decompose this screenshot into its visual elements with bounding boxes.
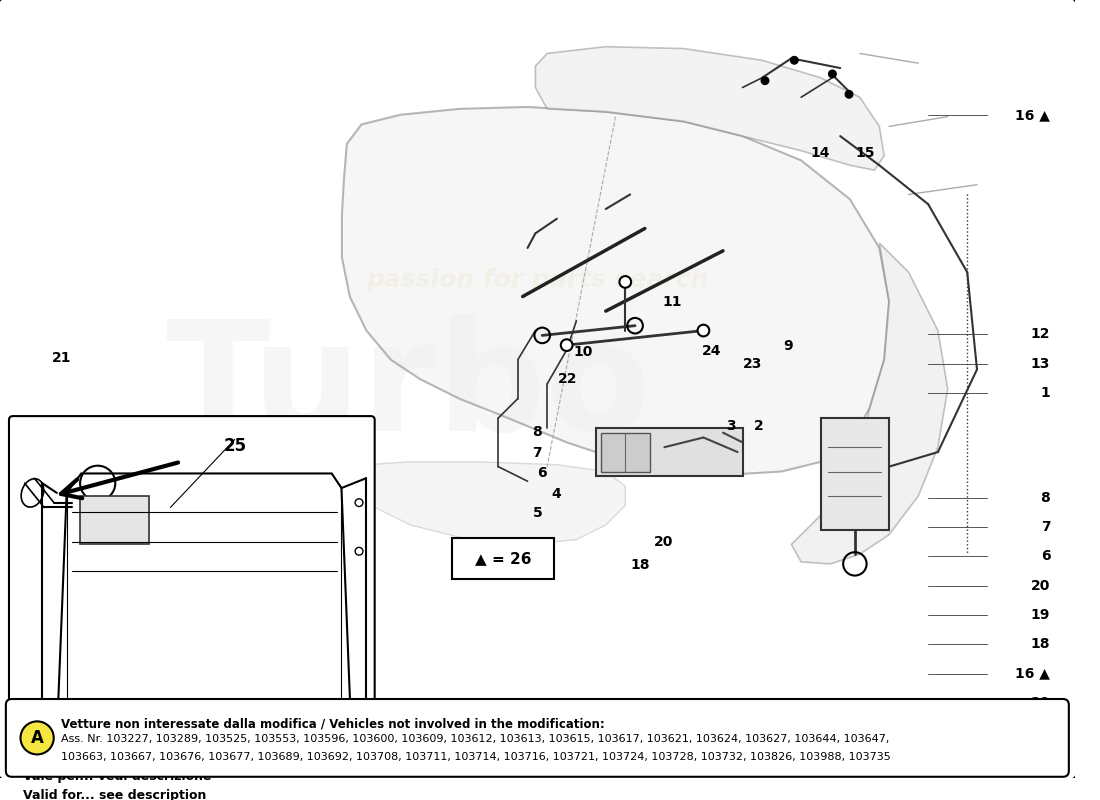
Circle shape [845, 90, 853, 98]
Bar [452, 538, 554, 578]
Text: 12: 12 [1031, 327, 1050, 342]
Text: 4: 4 [552, 487, 562, 501]
Text: 14: 14 [811, 146, 829, 160]
Text: 7: 7 [532, 446, 542, 460]
Text: 7: 7 [1041, 519, 1050, 534]
Text: 103663, 103667, 103676, 103677, 103689, 103692, 103708, 103711, 103714, 103716, : 103663, 103667, 103676, 103677, 103689, … [60, 751, 890, 762]
Text: Valid for... see description: Valid for... see description [23, 790, 206, 800]
Circle shape [761, 77, 769, 85]
Text: 16 ▲: 16 ▲ [1015, 754, 1050, 768]
Text: 18: 18 [1031, 637, 1050, 651]
Bar [80, 496, 148, 545]
Text: 17 ▲: 17 ▲ [1015, 726, 1050, 740]
Text: Vale per... vedi descrizione: Vale per... vedi descrizione [23, 770, 211, 783]
Text: 25: 25 [223, 438, 246, 455]
Text: A: A [31, 729, 44, 747]
Circle shape [21, 722, 54, 754]
Text: 8: 8 [532, 426, 542, 439]
Text: Vetture non interessate dalla modifica / Vehicles not involved in the modificati: Vetture non interessate dalla modifica /… [60, 718, 604, 730]
Circle shape [561, 339, 572, 351]
Polygon shape [536, 46, 884, 170]
Text: 24: 24 [702, 344, 722, 358]
Text: 22: 22 [558, 372, 578, 386]
Text: 6: 6 [1041, 549, 1050, 563]
Bar [601, 433, 650, 471]
Text: 20: 20 [1031, 578, 1050, 593]
Text: 2: 2 [754, 419, 763, 434]
Text: Turbo: Turbo [165, 314, 651, 463]
Polygon shape [342, 462, 625, 545]
Text: ▲ = 26: ▲ = 26 [475, 551, 531, 566]
FancyBboxPatch shape [0, 0, 1077, 780]
Polygon shape [342, 107, 889, 474]
Text: 1: 1 [1041, 386, 1050, 400]
Bar [821, 418, 889, 530]
Polygon shape [791, 243, 948, 564]
Text: 16 ▲: 16 ▲ [1015, 108, 1050, 122]
Text: 18: 18 [630, 558, 650, 572]
Text: 23: 23 [742, 357, 762, 371]
Text: 20: 20 [653, 535, 673, 549]
Text: 21: 21 [52, 350, 72, 365]
Text: 6: 6 [537, 466, 547, 480]
Text: 9: 9 [783, 339, 793, 353]
Text: 16 ▲: 16 ▲ [1015, 666, 1050, 681]
Text: 15: 15 [856, 146, 875, 160]
Text: 20: 20 [1031, 696, 1050, 710]
Text: 13: 13 [1031, 357, 1050, 371]
Text: passion for parts search: passion for parts search [366, 268, 708, 292]
Text: 5: 5 [532, 506, 542, 520]
Circle shape [697, 325, 710, 336]
FancyBboxPatch shape [6, 699, 1069, 777]
Text: ▲ = 26: ▲ = 26 [475, 551, 531, 566]
Circle shape [791, 56, 799, 64]
Text: 19: 19 [1031, 608, 1050, 622]
Text: 3: 3 [726, 419, 736, 434]
Circle shape [619, 276, 631, 288]
Bar [596, 428, 742, 476]
Text: 11: 11 [662, 294, 681, 309]
Bar [452, 538, 554, 578]
Text: 8: 8 [1041, 490, 1050, 505]
Text: 10: 10 [574, 346, 593, 359]
Text: Ass. Nr. 103227, 103289, 103525, 103553, 103596, 103600, 103609, 103612, 103613,: Ass. Nr. 103227, 103289, 103525, 103553,… [60, 734, 889, 744]
Circle shape [828, 70, 836, 78]
FancyBboxPatch shape [9, 416, 375, 762]
